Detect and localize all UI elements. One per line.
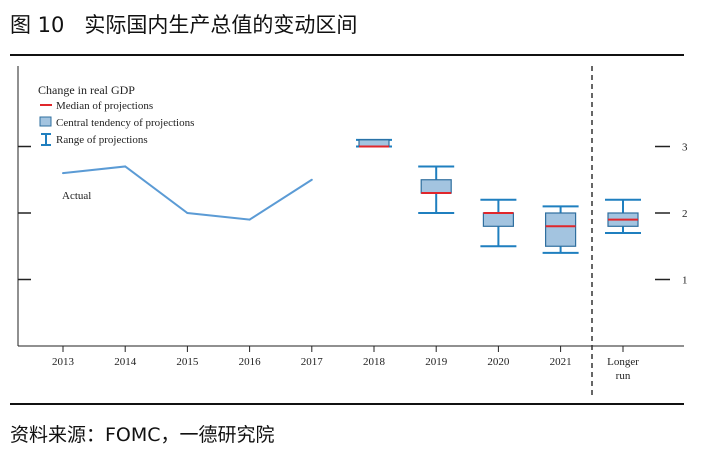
actual-point — [62, 172, 64, 175]
x-tick-label: 2021 — [550, 356, 572, 368]
projection-2019 — [418, 165, 455, 214]
x-tick-label: run — [616, 370, 631, 382]
legend-range-label: Range of projections — [56, 134, 148, 146]
y-tick-label: 2 — [682, 208, 688, 220]
bottom-rule — [10, 403, 684, 405]
source-note: 资料来源：FOMC，一德研究院 — [10, 424, 275, 446]
legend-central-label: Central tendency of projections — [56, 117, 194, 129]
x-tick-label: 2016 — [239, 356, 262, 368]
projection-longer-run — [605, 198, 641, 234]
y-tick-label: 1 — [682, 275, 688, 287]
central-tendency-box — [544, 212, 577, 247]
x-tick-label: 2020 — [487, 356, 510, 368]
projection-2021 — [542, 205, 579, 254]
x-tick-label: Longer — [607, 356, 639, 368]
projection-2020 — [480, 198, 517, 248]
actual-label: Actual — [62, 190, 91, 202]
figure-title: 图 10 实际国内生产总值的变动区间 — [10, 13, 358, 37]
central-tendency-box — [482, 212, 514, 227]
central-tendency-box — [420, 179, 452, 194]
legend-median-label: Median of projections — [56, 100, 153, 112]
chart-frame — [17, 66, 684, 396]
legend: Median of projections Central tendency of… — [39, 100, 194, 146]
actual-point — [248, 218, 251, 221]
x-tick-label: 2015 — [176, 356, 199, 368]
actual-series-line — [62, 165, 313, 221]
x-tick-label: 2014 — [114, 356, 137, 368]
y-tick-label: 3 — [682, 142, 688, 154]
projection-2018 — [356, 138, 392, 148]
y-tick-marks: 1 2 3 — [18, 142, 688, 287]
x-axis: 2013 2014 2015 2016 2017 2018 2019 2020 2021 Long… — [52, 346, 639, 382]
x-tick-label: 2019 — [425, 356, 448, 368]
actual-point — [186, 212, 189, 214]
panel-title: Change in real GDP — [38, 83, 135, 97]
x-tick-label: 2013 — [52, 356, 75, 368]
top-rule — [10, 54, 684, 56]
chart-marks — [62, 138, 641, 254]
legend-central-swatch — [39, 116, 52, 127]
actual-point — [310, 178, 313, 181]
x-tick-label: 2017 — [301, 356, 324, 368]
x-tick-label: 2018 — [363, 356, 386, 368]
actual-point — [124, 165, 127, 168]
